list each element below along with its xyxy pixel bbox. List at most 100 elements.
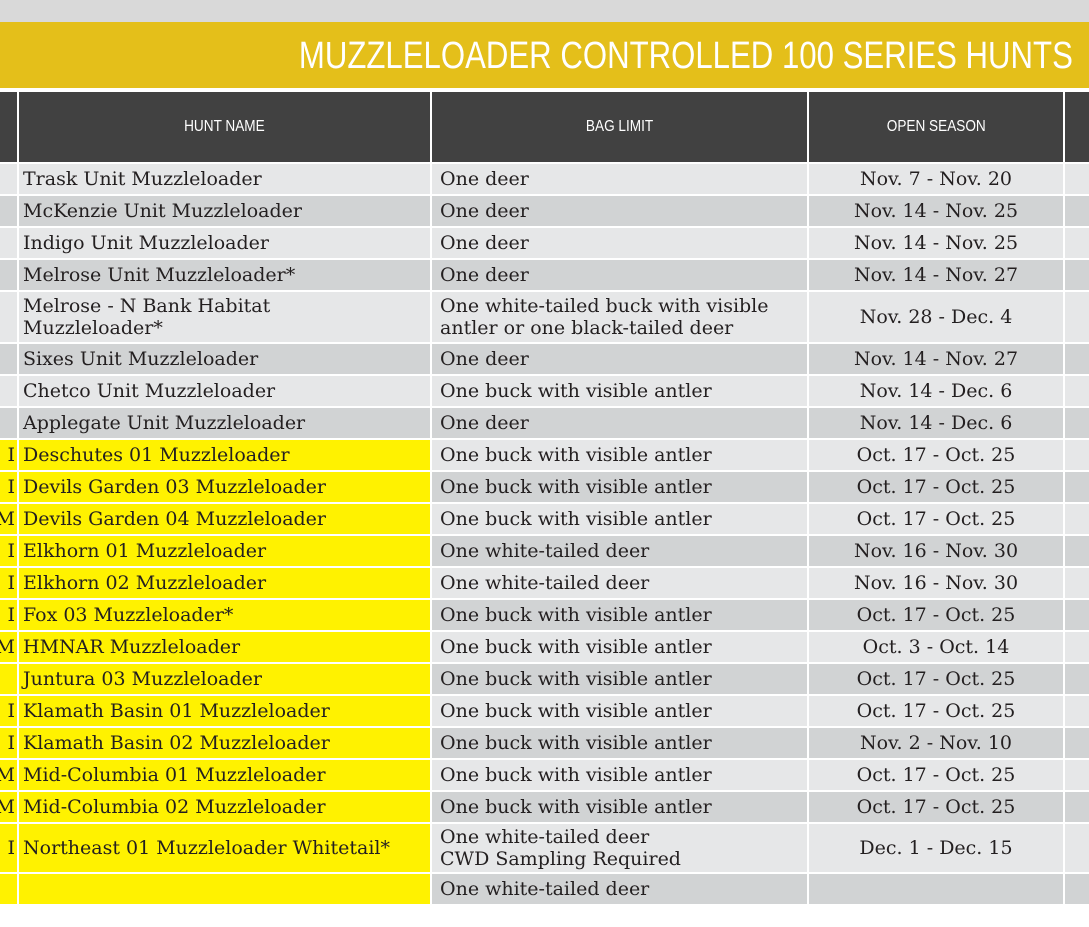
hunt-name: Applegate Unit Muzzleloader [23, 412, 306, 434]
table-row: Melrose - N Bank Habitat Muzzleloader* One… [0, 290, 1089, 342]
extra-cell [1065, 728, 1089, 758]
table-row: One white-tailed deer [0, 872, 1089, 904]
row-prefix: M [0, 636, 15, 658]
bag-limit: One buck with visible antler [440, 604, 712, 626]
hunt-name-cell: Melrose - N Bank Habitat Muzzleloader* [19, 292, 430, 342]
bag-limit: One white-tailed buck with visible [440, 295, 769, 317]
row-prefix-cell: I [0, 472, 17, 502]
bag-limit-cell: One deer [432, 344, 807, 374]
open-season-cell: Nov. 14 - Nov. 25 [809, 196, 1063, 226]
open-season: Oct. 17 - Oct. 25 [856, 796, 1016, 818]
table-row: Juntura 03 Muzzleloader One buck with vis… [0, 662, 1089, 694]
hunt-name-cell: Klamath Basin 02 Muzzleloader [19, 728, 430, 758]
open-season: Nov. 14 - Nov. 27 [853, 348, 1019, 370]
hunt-name-cell: Elkhorn 02 Muzzleloader [19, 568, 430, 598]
bag-limit-cell: One deer [432, 260, 807, 290]
header-hunt-name: HUNT NAME [19, 92, 430, 162]
hunt-name-cell: Fox 03 Muzzleloader* [19, 600, 430, 630]
bag-limit: One white-tailed deer [440, 572, 650, 594]
open-season-cell: Nov. 16 - Nov. 30 [809, 568, 1063, 598]
hunt-name-cell: Devils Garden 03 Muzzleloader [19, 472, 430, 502]
hunt-name: Devils Garden 03 Muzzleloader [23, 476, 327, 498]
table-row: M Devils Garden 04 Muzzleloader One buck w… [0, 502, 1089, 534]
row-prefix-cell: I [0, 536, 17, 566]
extra-cell [1065, 792, 1089, 822]
open-season: Oct. 3 - Oct. 14 [862, 636, 1010, 658]
table-row: Sixes Unit Muzzleloader One deer Nov. 14 -… [0, 342, 1089, 374]
table-row: Applegate Unit Muzzleloader One deer Nov. … [0, 406, 1089, 438]
page-title: MUZZLELOADER CONTROLLED 100 SERIES HUNTS [299, 35, 1073, 77]
header-cell-prefix [0, 92, 17, 162]
bag-limit-cell: One buck with visible antler [432, 664, 807, 694]
open-season-cell: Nov. 14 - Dec. 6 [809, 376, 1063, 406]
hunt-name-cell: Elkhorn 01 Muzzleloader [19, 536, 430, 566]
bag-limit: One white-tailed deer [440, 878, 650, 900]
open-season: Oct. 17 - Oct. 25 [856, 508, 1016, 530]
hunt-name-cell: Indigo Unit Muzzleloader [19, 228, 430, 258]
open-season-cell [809, 874, 1063, 904]
hunt-name-cell: McKenzie Unit Muzzleloader [19, 196, 430, 226]
extra-cell [1065, 408, 1089, 438]
bag-limit: One buck with visible antler [440, 476, 712, 498]
extra-cell [1065, 696, 1089, 726]
title-banner [0, 22, 1089, 88]
bag-limit-cell: One buck with visible antler [432, 504, 807, 534]
hunt-name: Chetco Unit Muzzleloader [23, 380, 276, 402]
extra-cell [1065, 536, 1089, 566]
row-prefix-cell [0, 228, 17, 258]
hunt-name-cell: Juntura 03 Muzzleloader [19, 664, 430, 694]
table-row: I Deschutes 01 Muzzleloader One buck with … [0, 438, 1089, 470]
bag-limit-cell: One buck with visible antler [432, 728, 807, 758]
header-open-season-label: OPEN SEASON [886, 118, 986, 135]
hunt-name-cell: Deschutes 01 Muzzleloader [19, 440, 430, 470]
extra-cell [1065, 260, 1089, 290]
hunt-name: Devils Garden 04 Muzzleloader [23, 508, 327, 530]
bag-limit-cell: One white-tailed deer [432, 874, 807, 904]
table-row: I Northeast 01 Muzzleloader Whitetail* One… [0, 822, 1089, 872]
open-season-cell: Nov. 16 - Nov. 30 [809, 536, 1063, 566]
row-prefix: M [0, 508, 15, 530]
hunt-name-cell: Trask Unit Muzzleloader [19, 164, 430, 194]
open-season: Oct. 17 - Oct. 25 [856, 604, 1016, 626]
row-prefix: I [7, 604, 15, 626]
hunt-name: Elkhorn 02 Muzzleloader [23, 572, 267, 594]
extra-cell [1065, 632, 1089, 662]
open-season: Dec. 1 - Dec. 15 [859, 837, 1013, 859]
bag-limit-cell: One buck with visible antler [432, 632, 807, 662]
extra-cell [1065, 760, 1089, 790]
row-prefix-cell: I [0, 600, 17, 630]
open-season: Nov. 16 - Nov. 30 [853, 540, 1019, 562]
hunt-name-cell: Applegate Unit Muzzleloader [19, 408, 430, 438]
bag-limit: One buck with visible antler [440, 796, 712, 818]
extra-cell [1065, 164, 1089, 194]
hunt-name: Klamath Basin 02 Muzzleloader [23, 732, 330, 754]
hunt-name: Deschutes 01 Muzzleloader [23, 444, 290, 466]
open-season: Nov. 7 - Nov. 20 [859, 168, 1012, 190]
open-season: Oct. 17 - Oct. 25 [856, 476, 1016, 498]
bag-limit-cell: One white-tailed deer [432, 536, 807, 566]
hunt-name-cell: Mid-Columbia 02 Muzzleloader [19, 792, 430, 822]
bag-limit: One buck with visible antler [440, 764, 712, 786]
row-prefix-cell [0, 664, 17, 694]
bag-limit-cell: One white-tailed deer [432, 568, 807, 598]
bag-limit-cell: One buck with visible antler [432, 440, 807, 470]
row-prefix: I [7, 476, 15, 498]
table-row: I Klamath Basin 02 Muzzleloader One buck w… [0, 726, 1089, 758]
open-season: Nov. 28 - Dec. 4 [859, 306, 1013, 328]
bag-limit: One white-tailed deer [440, 826, 650, 848]
table-row: I Elkhorn 02 Muzzleloader One white-tailed… [0, 566, 1089, 598]
bag-limit-cell: One buck with visible antler [432, 472, 807, 502]
table-row: Indigo Unit Muzzleloader One deer Nov. 14 … [0, 226, 1089, 258]
hunt-name: Klamath Basin 01 Muzzleloader [23, 700, 330, 722]
extra-cell [1065, 228, 1089, 258]
table-row: M HMNAR Muzzleloader One buck with visible… [0, 630, 1089, 662]
row-prefix-cell: M [0, 632, 17, 662]
bag-limit-cell: One white-tailed deer CWD Sampling Requir… [432, 824, 807, 872]
hunt-name-cell: Devils Garden 04 Muzzleloader [19, 504, 430, 534]
table-row: I Klamath Basin 01 Muzzleloader One buck w… [0, 694, 1089, 726]
row-prefix-cell: I [0, 696, 17, 726]
open-season-cell: Oct. 17 - Oct. 25 [809, 472, 1063, 502]
bag-limit-cell: One deer [432, 228, 807, 258]
open-season: Nov. 2 - Nov. 10 [859, 732, 1012, 754]
row-prefix-cell [0, 260, 17, 290]
